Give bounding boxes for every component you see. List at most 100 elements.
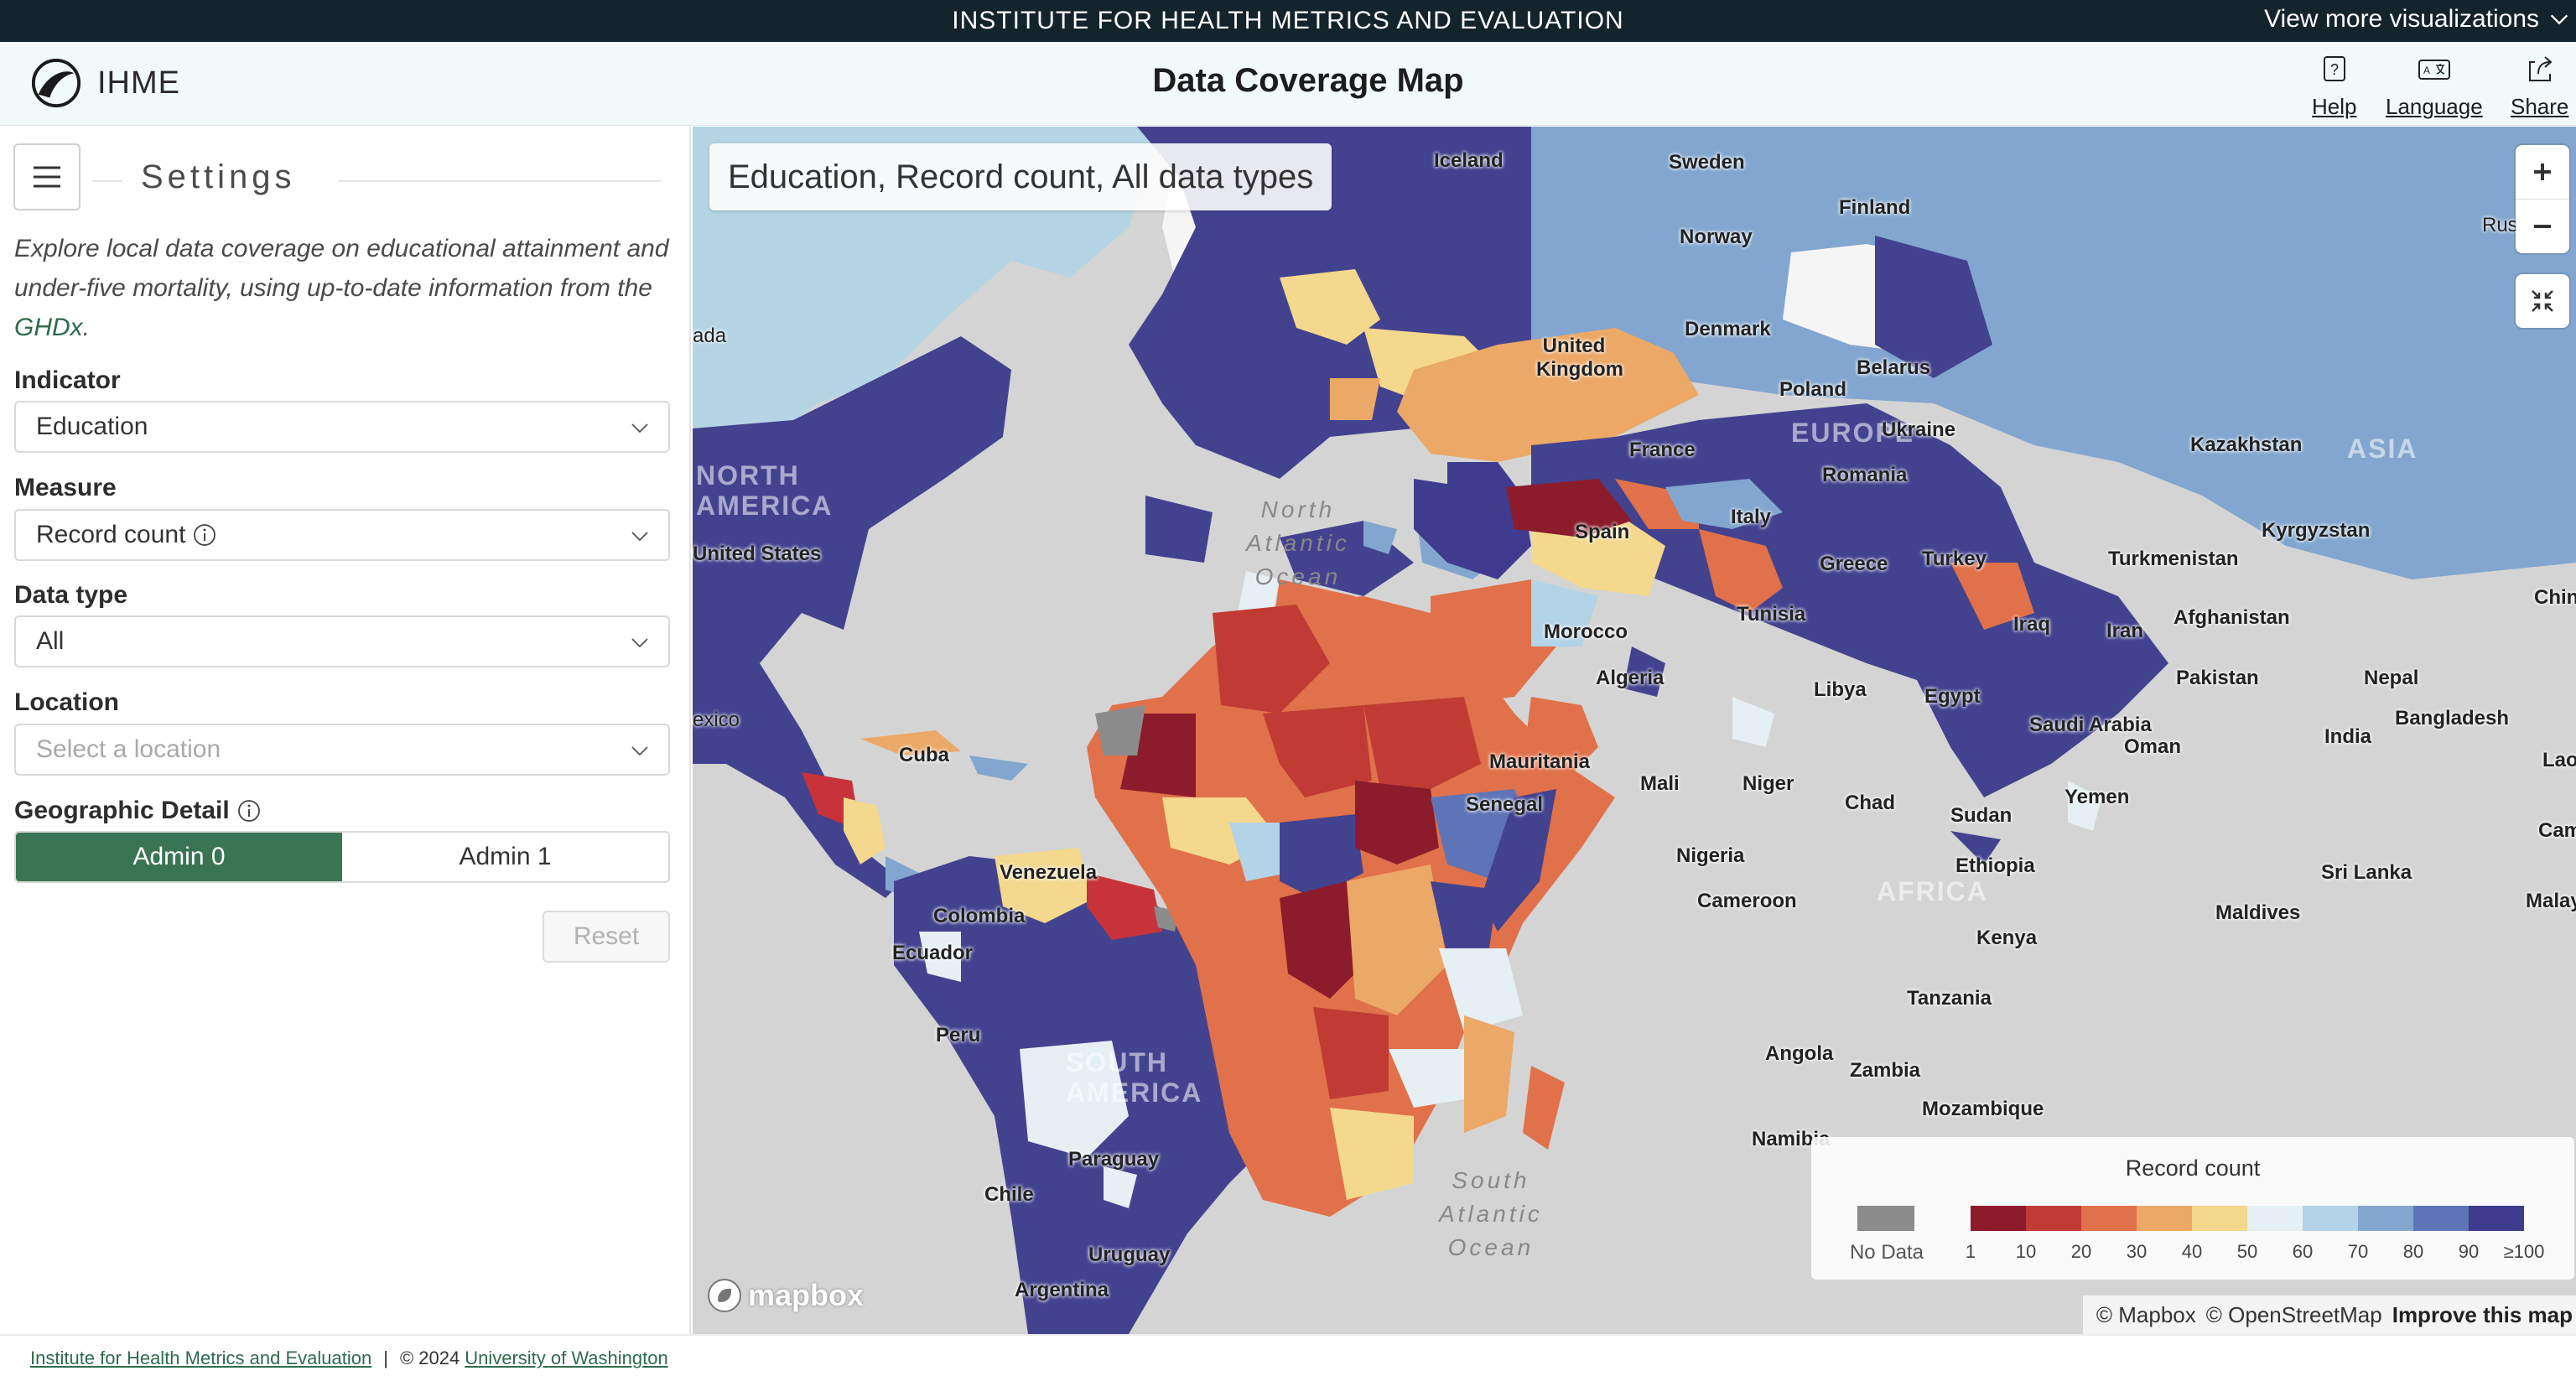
- mapbox-logo[interactable]: mapbox: [706, 1277, 864, 1314]
- chevron-down-icon: [631, 746, 648, 756]
- country-label: Maldives: [2215, 901, 2301, 924]
- map-attribution: © Mapbox © OpenStreetMap Improve this ma…: [2082, 1296, 2576, 1334]
- ghdx-link[interactable]: GHDx: [14, 314, 83, 341]
- divider: [339, 180, 661, 182]
- intro-body: Explore local data coverage on education…: [14, 235, 669, 302]
- legend-tick-label: 80: [2402, 1241, 2424, 1262]
- geographic-detail-text: Geographic Detail: [14, 797, 230, 824]
- country-label: Bangladesh: [2395, 707, 2510, 730]
- country-label: Zambia: [1850, 1059, 1921, 1082]
- svg-text:A: A: [2423, 65, 2430, 76]
- zoom-in-button[interactable]: [2516, 145, 2569, 199]
- footer-separator: |: [383, 1347, 388, 1368]
- language-button[interactable]: A Language: [2386, 52, 2483, 120]
- help-button[interactable]: ? Help: [2312, 52, 2356, 120]
- legend-bin-0: [1971, 1206, 2026, 1231]
- legend-no-data-label: No Data: [1849, 1241, 1924, 1264]
- divider: [92, 180, 122, 182]
- mapbox-icon: [708, 1279, 741, 1312]
- share-label: Share: [2511, 94, 2569, 119]
- map-canvas[interactable]: [693, 127, 2576, 1334]
- chevron-down-icon: [2550, 14, 2568, 25]
- zoom-out-button[interactable]: [2516, 200, 2569, 253]
- legend-no-data-swatch: [1857, 1206, 1914, 1231]
- menu-button[interactable]: [13, 143, 80, 210]
- country-label: Italy: [1731, 506, 1772, 528]
- ihme-logo[interactable]: IHME: [30, 57, 180, 109]
- osm-attribution[interactable]: © OpenStreetMap: [2205, 1302, 2382, 1327]
- continent-label: SOUTH AMERICA: [1066, 1047, 1203, 1108]
- improve-map-link[interactable]: Improve this map: [2392, 1302, 2573, 1327]
- country-label: Afghanistan: [2174, 606, 2290, 629]
- country-label: Finland: [1839, 196, 1911, 219]
- legend-color-bins: [1971, 1206, 2524, 1231]
- help-label: Help: [2312, 94, 2357, 119]
- country-label: India: [2324, 725, 2372, 748]
- geographic-detail-label: Geographic Detail: [14, 797, 262, 825]
- intro-end: .: [82, 314, 91, 341]
- collapse-arrows-icon: [2532, 290, 2553, 312]
- legend-tick-label: 20: [2070, 1241, 2092, 1262]
- country-label: Turkey: [1922, 548, 1987, 570]
- measure-select[interactable]: Record count: [14, 509, 670, 561]
- admin-0-button[interactable]: Admin 0: [16, 833, 342, 881]
- view-more-visualizations-button[interactable]: View more visualizations: [2264, 0, 2571, 39]
- country-label: Ecuador: [892, 942, 974, 964]
- country-label: Mauritania: [1489, 750, 1591, 773]
- country-label: Belarus: [1857, 356, 1931, 379]
- country-label: Venezuela: [1000, 861, 1098, 884]
- translate-icon: A: [2418, 60, 2450, 80]
- legend-bin-2: [2081, 1206, 2137, 1231]
- legend-tick-label: 70: [2347, 1241, 2369, 1262]
- legend-tick-label: 40: [2181, 1241, 2203, 1262]
- legend-bin-5: [2247, 1206, 2303, 1231]
- ihme-footer-link[interactable]: Institute for Health Metrics and Evaluat…: [30, 1347, 372, 1368]
- page-footer: Institute for Health Metrics and Evaluat…: [0, 1334, 2576, 1376]
- country-label: Libya: [1814, 678, 1867, 701]
- reset-button[interactable]: Reset: [543, 911, 670, 963]
- country-label: Iraq: [2013, 613, 2051, 636]
- indicator-label: Indicator: [14, 366, 121, 394]
- country-label: France: [1629, 439, 1696, 461]
- data-type-select[interactable]: All: [14, 615, 670, 667]
- geographic-detail-toggle: Admin 0 Admin 1: [14, 831, 670, 883]
- country-label: Saudi Arabia: [2029, 714, 2152, 736]
- country-label: Cameroon: [1697, 890, 1797, 912]
- legend-bin-8: [2413, 1206, 2469, 1231]
- data-type-value: All: [36, 627, 65, 655]
- country-label: Pakistan: [2176, 667, 2259, 689]
- admin-1-button[interactable]: Admin 1: [342, 833, 668, 881]
- chevron-down-icon: [631, 423, 648, 434]
- reset-view-button[interactable]: [2516, 274, 2569, 328]
- country-label: Chin: [2534, 586, 2576, 609]
- measure-value-wrap: Record count: [36, 511, 217, 559]
- continent-label: ASIA: [2347, 434, 2418, 464]
- language-label: Language: [2386, 94, 2483, 119]
- legend-tick-label: 1: [1965, 1241, 1976, 1262]
- info-icon[interactable]: [192, 522, 217, 548]
- country-label: Ethiopia: [1955, 854, 2035, 877]
- location-select[interactable]: Select a location: [14, 724, 670, 776]
- data-coverage-map[interactable]: Education, Record count, All data types …: [693, 127, 2576, 1334]
- indicator-value: Education: [36, 413, 148, 440]
- share-button[interactable]: Share: [2511, 52, 2568, 120]
- country-label: Algeria: [1596, 667, 1665, 689]
- info-icon[interactable]: [236, 798, 262, 823]
- country-label: Chad: [1845, 792, 1895, 814]
- hamburger-icon: [34, 166, 60, 188]
- country-label: Oman: [2124, 735, 2182, 758]
- legend-tick-label: 50: [2236, 1241, 2258, 1262]
- country-label: Kenya: [1976, 927, 2038, 949]
- mapbox-attribution[interactable]: © Mapbox: [2096, 1302, 2196, 1327]
- indicator-select[interactable]: Education: [14, 401, 670, 453]
- legend-bin-3: [2137, 1206, 2192, 1231]
- country-label: United Kingdom: [1536, 335, 1623, 381]
- country-label: Tunisia: [1737, 603, 1806, 626]
- country-label: Romania: [1822, 464, 1908, 486]
- uw-footer-link[interactable]: University of Washington: [465, 1347, 668, 1368]
- data-type-label: Data type: [14, 581, 128, 609]
- share-icon: [2528, 56, 2553, 81]
- settings-title: Settings: [141, 158, 296, 195]
- legend-bin-9: [2469, 1206, 2524, 1231]
- country-label: Peru: [936, 1024, 981, 1046]
